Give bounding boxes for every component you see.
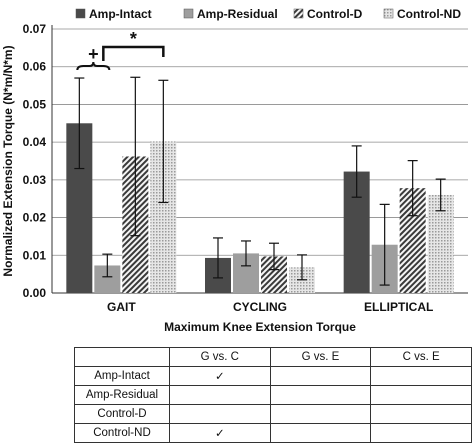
table-cell [370,366,472,386]
bars [66,76,454,294]
legend-label: Control-D [307,7,363,21]
table-cell [269,423,372,443]
legend-label: Amp-Residual [197,7,278,21]
axes [51,25,468,294]
legend-swatch [183,8,194,19]
table-col-header: G vs. E [269,347,372,367]
x-category-label: GAIT [107,300,136,314]
table-row: Control-ND ✓ [74,423,472,443]
significance-table: G vs. C G vs. E C vs. E Amp-Intact ✓ Amp… [74,347,472,443]
y-tick-label: 0.03 [23,173,47,187]
table-row: Amp-Intact ✓ [74,366,472,386]
legend-swatch [383,8,394,19]
table-cell [169,385,271,405]
legend-swatch [75,8,86,19]
x-category-label: ELLIPTICAL [364,300,433,314]
table-cell: ✓ [169,423,271,443]
table-cell [269,385,372,405]
table-cell [169,404,271,424]
x-category-label: CYCLING [233,300,287,314]
y-tick-label: 0.02 [23,211,47,225]
table-cell [269,404,372,424]
row-label: Control-ND [74,423,170,443]
significance-marker: * [130,29,137,49]
table-row: Control-D [74,404,472,424]
bar-chart: 0.00 0.01 0.02 0.03 0.04 0.05 0.06 0.07 GAIT CYCL… [1,7,468,334]
table-col-header: C vs. E [370,347,472,367]
legend-swatch [293,8,304,19]
table-header-row: G vs. C G vs. E C vs. E [74,347,472,367]
significance-marker: + [88,44,99,64]
table-cell [370,423,472,443]
table-col-header: G vs. C [169,347,271,367]
y-tick-label: 0.01 [23,248,47,262]
row-label: Amp-Intact [74,366,170,386]
row-label: Amp-Residual [74,385,170,405]
y-tick-label: 0.05 [23,97,47,111]
annotations: +* [76,29,165,71]
legend-label: Control-ND [397,7,461,21]
y-tick-label: 0.04 [23,135,47,149]
legend: Amp-Intact Amp-Residual Control-D Control-N… [75,7,461,21]
table-cell: ✓ [169,366,271,386]
y-tick-label: 0.00 [23,286,47,300]
legend-label: Amp-Intact [89,7,152,21]
y-axis-title: Normalized Extension Torque (N*m/N*m) [1,45,15,276]
significance-bracket [102,45,165,61]
significance-brace [76,61,111,71]
y-tick-label: 0.07 [23,22,47,36]
table-row: Amp-Residual [74,385,472,405]
labels: 0.00 0.01 0.02 0.03 0.04 0.05 0.06 0.07 GAIT CYCL… [1,22,433,334]
row-label: Control-D [74,404,170,424]
x-axis-title: Maximum Knee Extension Torque [164,320,356,334]
table-cell [269,366,372,386]
table-corner [74,347,170,367]
table-cell [370,385,472,405]
y-tick-label: 0.06 [23,60,47,74]
table-cell [370,404,472,424]
gridlines [52,28,468,256]
